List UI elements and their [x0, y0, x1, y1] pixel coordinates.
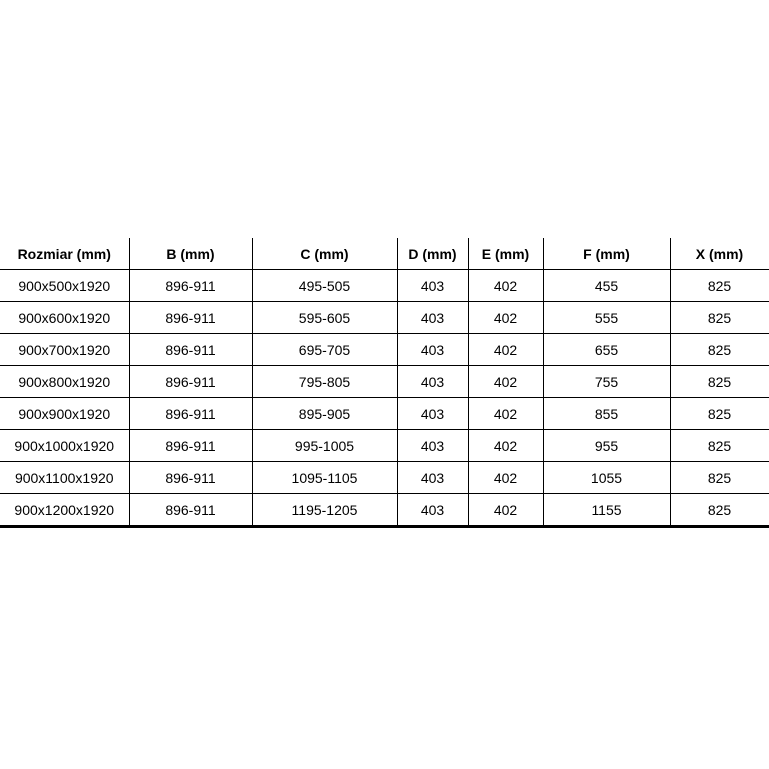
table-cell: 403 [396, 397, 469, 430]
table-cell: 900x700x1920 [0, 333, 130, 366]
table-body: 900x500x1920 896-911 495-505 403 402 455 825 90… [0, 269, 769, 528]
table-cell: 555 [542, 301, 671, 334]
table-cell: 896-911 [128, 269, 253, 302]
table-cell: 825 [669, 461, 769, 494]
table-cell: 403 [396, 269, 469, 302]
table-cell: 995-1005 [251, 429, 398, 462]
column-header-c: C (mm) [251, 238, 398, 270]
table-cell: 755 [542, 365, 671, 398]
table-cell: 896-911 [128, 397, 253, 430]
table-row: 900x1200x1920 896-911 1195-1205 403 402 1155 8… [0, 493, 769, 528]
table-cell: 655 [542, 333, 671, 366]
table-cell: 855 [542, 397, 671, 430]
table-cell: 896-911 [128, 493, 253, 528]
table-cell: 955 [542, 429, 671, 462]
table-cell: 900x600x1920 [0, 301, 130, 334]
table-cell: 1155 [542, 493, 671, 528]
table-cell: 825 [669, 493, 769, 528]
table-cell: 895-905 [251, 397, 398, 430]
table-cell: 402 [467, 429, 544, 462]
table-row: 900x900x1920 896-911 895-905 403 402 855 825 [0, 397, 769, 430]
table-row: 900x1000x1920 896-911 995-1005 403 402 955 825 [0, 429, 769, 462]
header-row: Rozmiar (mm) B (mm) C (mm) D (mm) E (mm) F (m… [0, 238, 769, 270]
table-cell: 896-911 [128, 333, 253, 366]
table-cell: 595-605 [251, 301, 398, 334]
table-cell: 1055 [542, 461, 671, 494]
table-cell: 403 [396, 429, 469, 462]
table-cell: 403 [396, 493, 469, 528]
table-cell: 402 [467, 301, 544, 334]
table-cell: 403 [396, 301, 469, 334]
table-cell: 403 [396, 365, 469, 398]
table-cell: 795-805 [251, 365, 398, 398]
table-cell: 896-911 [128, 429, 253, 462]
table-cell: 1195-1205 [251, 493, 398, 528]
table-cell: 402 [467, 493, 544, 528]
table-cell: 900x500x1920 [0, 269, 130, 302]
dimension-spec-table: Rozmiar (mm) B (mm) C (mm) D (mm) E (mm) F (m… [0, 238, 769, 528]
table-cell: 900x800x1920 [0, 365, 130, 398]
dimension-table-container: Rozmiar (mm) B (mm) C (mm) D (mm) E (mm) F (m… [0, 238, 769, 528]
table-cell: 455 [542, 269, 671, 302]
table-cell: 1095-1105 [251, 461, 398, 494]
table-cell: 825 [669, 429, 769, 462]
table-cell: 896-911 [128, 301, 253, 334]
column-header-b: B (mm) [128, 238, 253, 270]
table-cell: 402 [467, 269, 544, 302]
table-cell: 495-505 [251, 269, 398, 302]
table-cell: 825 [669, 397, 769, 430]
table-row: 900x500x1920 896-911 495-505 403 402 455 825 [0, 269, 769, 302]
table-cell: 403 [396, 333, 469, 366]
column-header-rozmiar: Rozmiar (mm) [0, 238, 130, 270]
table-cell: 403 [396, 461, 469, 494]
table-cell: 825 [669, 365, 769, 398]
table-row: 900x1100x1920 896-911 1095-1105 403 402 1055 8… [0, 461, 769, 494]
table-cell: 900x1100x1920 [0, 461, 130, 494]
table-row: 900x600x1920 896-911 595-605 403 402 555 825 [0, 301, 769, 334]
table-cell: 402 [467, 397, 544, 430]
table-cell: 900x1000x1920 [0, 429, 130, 462]
table-cell: 402 [467, 461, 544, 494]
table-cell: 896-911 [128, 461, 253, 494]
table-row: 900x800x1920 896-911 795-805 403 402 755 825 [0, 365, 769, 398]
table-cell: 825 [669, 301, 769, 334]
table-cell: 900x1200x1920 [0, 493, 130, 528]
table-cell: 825 [669, 333, 769, 366]
table-cell: 896-911 [128, 365, 253, 398]
column-header-d: D (mm) [396, 238, 469, 270]
table-cell: 900x900x1920 [0, 397, 130, 430]
table-cell: 402 [467, 365, 544, 398]
table-cell: 695-705 [251, 333, 398, 366]
table-row: 900x700x1920 896-911 695-705 403 402 655 825 [0, 333, 769, 366]
column-header-e: E (mm) [467, 238, 544, 270]
column-header-x: X (mm) [669, 238, 769, 270]
table-cell: 402 [467, 333, 544, 366]
table-cell: 825 [669, 269, 769, 302]
column-header-f: F (mm) [542, 238, 671, 270]
